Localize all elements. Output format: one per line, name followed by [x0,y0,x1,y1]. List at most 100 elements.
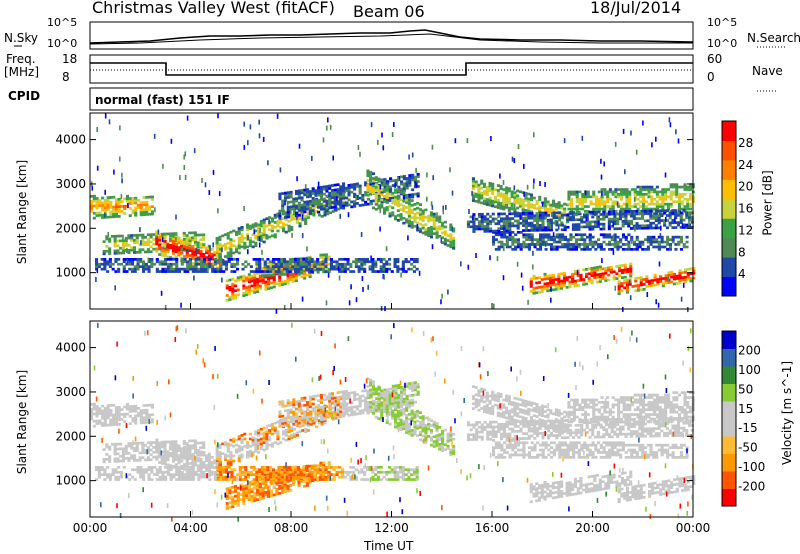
power-cell-1092 [286,191,290,194]
power-cell-3373 [522,224,526,227]
power-cell-64 [114,203,118,206]
power-cell-1797 [371,267,375,271]
power-cell-473 [215,254,219,257]
power-cell-475 [215,244,219,247]
power-cell-17 [95,199,99,203]
power-cell-2178 [499,194,503,198]
power-cell-1429 [103,262,107,266]
power-speckle-190 [600,158,602,164]
power-cell-1743 [332,260,336,264]
power-cell-439 [207,259,211,263]
power-cell-2441 [547,238,551,241]
power-cell-3436 [549,226,553,229]
power-cell-2625 [666,238,670,241]
power-cell-2854 [642,288,646,291]
power-cell-1075 [281,204,285,207]
power-cell-2891 [670,270,674,274]
velocity-cell-8 [92,412,96,416]
power-cell-442 [207,252,211,255]
power-cell-1199 [328,199,332,202]
velocity-cell-259 [171,440,175,443]
power-cell-42 [106,203,110,207]
power-cell-165 [121,244,125,247]
velocity-cell-3 [90,410,94,414]
power-cell-185 [133,246,137,249]
power-cell-1142 [306,193,310,196]
power-cell-1286 [361,196,365,200]
power-cell-3584 [632,214,636,218]
velocity-cell-543 [246,446,250,449]
power-cell-3533 [607,222,611,226]
power-cell-3317 [491,217,495,221]
power-cell-692 [315,210,319,213]
power-cell-2185 [502,200,506,204]
power-cell-3337 [502,219,506,223]
power-speckle-30 [447,289,449,295]
power-cell-1868 [369,185,373,189]
power-cell-1425 [100,262,104,266]
velocity-cell-22 [98,409,102,413]
power-cell-2732 [573,272,577,276]
power-cell-821 [258,287,262,290]
power-speckle-98 [284,200,286,206]
velocity-cell-578 [259,432,263,436]
power-cell-495 [223,233,227,236]
power-cell-1177 [319,195,323,199]
power-cell-2166 [494,188,498,191]
power-cell-3313 [489,220,493,223]
velocity-cell-272 [179,454,183,458]
power-cell-2757 [590,271,594,275]
velocity-cell-737 [337,401,341,404]
power-speckle-64 [441,293,443,299]
power-cell-1990 [410,221,414,224]
power-cell-106 [139,211,143,214]
power-x-ticks [89,303,694,309]
power-cell-2269 [535,207,539,210]
power-cell-2551 [613,240,617,244]
power-cell-1431 [103,258,107,261]
power-speckle-5 [408,154,410,160]
power-cell-509 [229,243,233,246]
power-speckle-107 [449,167,451,173]
power-cell-1796 [371,270,375,273]
power-cell-149 [113,242,117,245]
velocity-cell-650 [295,434,299,437]
power-cell-3621 [652,214,656,218]
power-cell-2397 [522,240,526,244]
power-cell-2579 [633,248,637,251]
power-cell-284 [185,243,189,247]
velocity-cell-852 [264,486,268,489]
power-cell-2733 [573,269,577,273]
power-cell-3358 [513,224,517,228]
velocity-cell-768 [231,503,235,506]
power-cell-2947 [575,207,579,211]
power-cell-2435 [544,248,548,251]
freq-right-tick-top: 60 [707,52,723,66]
power-cell-2802 [620,276,624,279]
power-cell-1551 [189,258,193,261]
power-cell-2729 [573,284,577,288]
power-cell-1975 [405,193,409,197]
power-cell-1874 [371,206,375,210]
power-cell-287 [185,236,189,240]
power-cell-1680 [288,260,292,264]
velocity-cell-414 [196,457,200,460]
power-cell-1907 [380,183,384,187]
power-cell-1505 [161,262,165,266]
velocity-cell-125 [148,416,152,419]
power-speckle-24 [493,303,495,309]
power-cell-36 [103,203,107,207]
power-cell-643 [290,213,294,217]
power-cell-1223 [336,200,340,204]
power-cell-453 [213,253,217,257]
power-cell-3238 [683,197,687,201]
power-cell-2033 [427,234,431,237]
velocity-cell-547 [248,452,252,455]
power-cell-209 [146,248,150,251]
power-cell-833 [264,285,268,289]
power-cell-601 [270,227,274,230]
power-cell-793 [247,290,251,293]
velocity-cell-761 [228,506,232,509]
power-cell-182 [130,234,134,237]
power-cell-2836 [625,278,629,282]
